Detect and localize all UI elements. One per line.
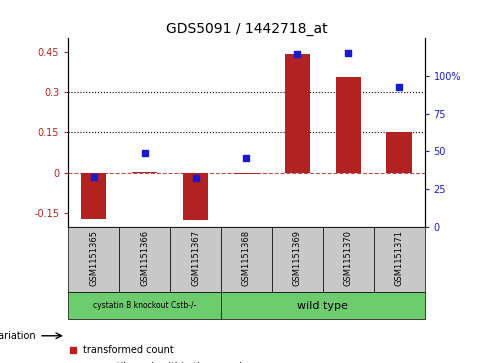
Bar	[234, 173, 259, 174]
Bar	[119, 227, 170, 292]
Text: GSM1151367: GSM1151367	[191, 230, 200, 286]
Text: GSM1151370: GSM1151370	[344, 230, 353, 286]
Text: GSM1151368: GSM1151368	[242, 230, 251, 286]
Bar	[68, 227, 119, 292]
Text: GSM1151371: GSM1151371	[395, 230, 404, 286]
Point	[293, 52, 301, 57]
Bar	[81, 173, 106, 219]
Bar	[221, 227, 272, 292]
Bar	[272, 227, 323, 292]
Point	[243, 155, 250, 161]
Bar	[170, 227, 221, 292]
Point	[192, 175, 200, 181]
Text: genotype/variation: genotype/variation	[0, 331, 37, 341]
Bar	[386, 132, 412, 173]
Bar	[183, 173, 208, 220]
Text: GSM1151369: GSM1151369	[293, 230, 302, 286]
Title: GDS5091 / 1442718_at: GDS5091 / 1442718_at	[165, 22, 327, 36]
Bar	[374, 227, 425, 292]
Text: GSM1151365: GSM1151365	[89, 230, 98, 286]
Point	[90, 174, 98, 180]
Point	[395, 84, 403, 90]
Text: transformed count: transformed count	[83, 345, 174, 355]
Text: percentile rank within the sample: percentile rank within the sample	[83, 362, 248, 363]
Bar	[68, 292, 221, 319]
Bar	[323, 227, 374, 292]
Point	[141, 150, 148, 156]
Bar	[221, 292, 425, 319]
Point	[345, 50, 352, 56]
Text: GSM1151366: GSM1151366	[140, 230, 149, 286]
Bar	[336, 77, 361, 173]
Bar	[285, 54, 310, 173]
Text: wild type: wild type	[297, 301, 348, 311]
Text: cystatin B knockout Cstb-/-: cystatin B knockout Cstb-/-	[93, 301, 196, 310]
Bar	[132, 172, 157, 173]
